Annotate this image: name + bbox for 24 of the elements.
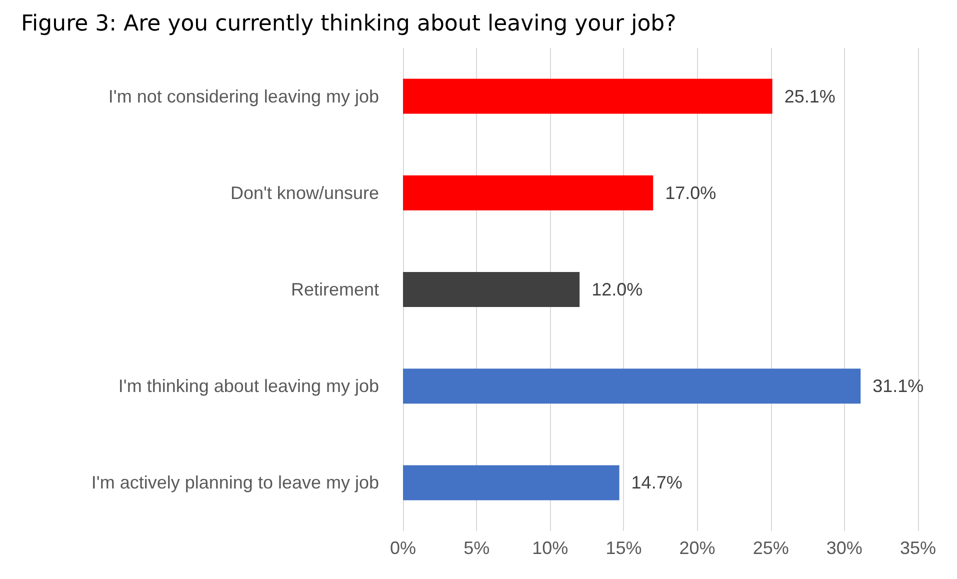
data-label: 14.7% bbox=[631, 472, 682, 493]
y-tick-label: I'm not considering leaving my job bbox=[108, 86, 379, 106]
data-label: 25.1% bbox=[784, 86, 836, 106]
x-tick-label: 5% bbox=[464, 538, 490, 558]
y-tick-label: I'm thinking about leaving my job bbox=[118, 376, 379, 396]
y-tick-label: I'm actively planning to leave my job bbox=[91, 472, 379, 493]
data-label: 17.0% bbox=[665, 182, 716, 203]
bar bbox=[403, 368, 861, 404]
bar bbox=[403, 78, 772, 114]
x-tick-label: 35% bbox=[900, 538, 936, 558]
bar bbox=[403, 175, 654, 210]
chart-title: Figure 3: Are you currently thinking about leaving your job? bbox=[21, 12, 676, 36]
x-tick-label: 30% bbox=[826, 538, 862, 558]
bar bbox=[403, 272, 580, 307]
bar bbox=[403, 465, 620, 500]
x-tick-label: 15% bbox=[606, 538, 642, 558]
x-tick-label: 20% bbox=[679, 538, 716, 558]
x-tick-label: 0% bbox=[390, 538, 416, 558]
y-tick-label: Retirement bbox=[290, 280, 379, 300]
x-tick-label: 10% bbox=[532, 538, 568, 558]
data-label: 31.1% bbox=[872, 376, 924, 396]
x-tick-label: 25% bbox=[752, 538, 789, 558]
y-tick-label: Don't know/unsure bbox=[230, 182, 379, 203]
data-label: 12.0% bbox=[592, 280, 643, 300]
